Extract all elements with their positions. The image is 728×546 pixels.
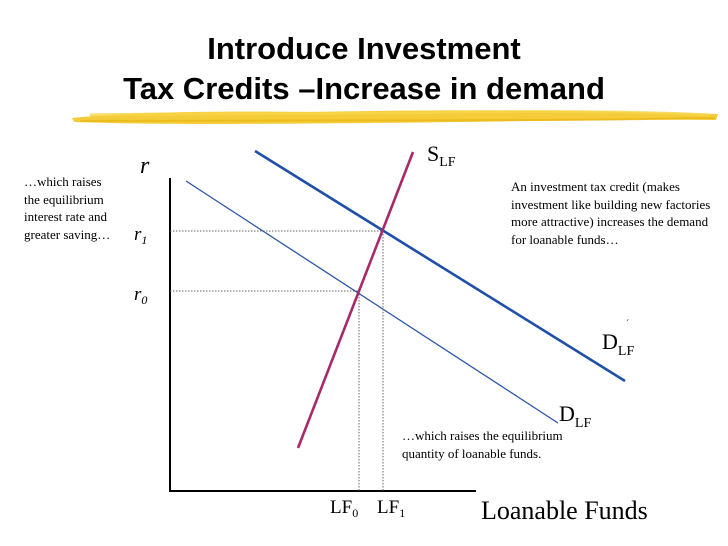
demand-curve-new (254, 149, 626, 383)
note-left: …which raises the equilibrium interest r… (24, 174, 111, 242)
label-demand-old: DLF (559, 401, 591, 431)
title-line-1: Introduce Investment (207, 31, 521, 66)
highlighter-stroke-icon (72, 110, 718, 124)
label-supply: SLF (427, 141, 456, 170)
label-demand-new-mark: ´ (626, 319, 629, 330)
note-right: An investment tax credit (makes investme… (511, 179, 711, 247)
label-lf0: LF0 (330, 497, 358, 520)
title-line-2: Tax Credits –Increase in demand (123, 71, 605, 106)
label-lf1: LF1 (377, 497, 405, 520)
label-r1: r1 (134, 224, 147, 247)
note-bottom: …which raises the equilibrium quantity o… (402, 428, 563, 461)
demand-curve-original (185, 180, 559, 424)
label-r0: r0 (134, 284, 147, 307)
x-axis-label: Loanable Funds (481, 496, 648, 525)
supply-curve (296, 151, 415, 449)
label-demand-new: DLF (602, 329, 634, 359)
y-axis-label: r (140, 153, 150, 179)
